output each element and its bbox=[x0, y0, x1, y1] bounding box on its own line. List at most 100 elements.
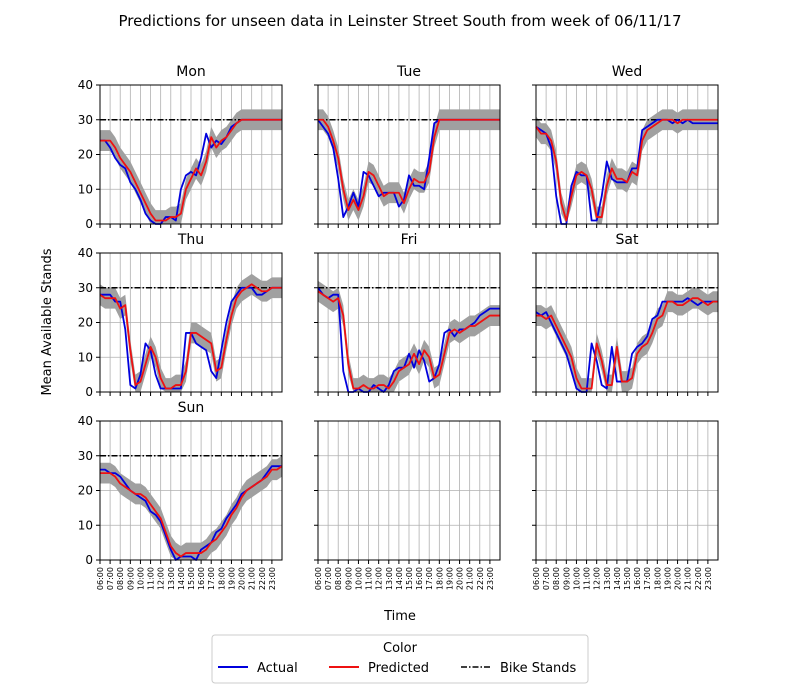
y-tick-label: 20 bbox=[78, 484, 93, 498]
x-tick-label: 11:00 bbox=[583, 567, 592, 590]
x-tick-label: 10:00 bbox=[354, 567, 363, 590]
y-tick-label: 10 bbox=[78, 182, 93, 196]
x-tick-label: 12:00 bbox=[593, 567, 602, 590]
x-tick-label: 09:00 bbox=[126, 567, 135, 590]
legend-title: Color bbox=[383, 641, 418, 656]
subplot-grid: Mon 0 10 20 30 40 Tue Wed Thu 0 10 20 30 40 Fri Sat Sun 0… bbox=[78, 64, 719, 590]
x-tick-label: 06:00 bbox=[532, 567, 541, 590]
x-tick-label: 07:00 bbox=[106, 567, 115, 590]
x-tick-label: 20:00 bbox=[674, 567, 683, 590]
y-tick-label: 10 bbox=[78, 350, 93, 364]
subplot-empty-8: 06:00 07:00 08:00 09:00 10:00 11:00 12:00 13:00… bbox=[532, 420, 719, 590]
y-tick-label: 40 bbox=[78, 414, 93, 428]
x-tick-label: 19:00 bbox=[663, 567, 672, 590]
x-tick-label: 22:00 bbox=[694, 567, 703, 590]
predicted-line bbox=[536, 297, 718, 390]
x-tick-label: 11:00 bbox=[147, 567, 156, 590]
x-tick-label: 16:00 bbox=[633, 567, 642, 590]
x-tick-label: 13:00 bbox=[385, 567, 394, 590]
x-tick-label: 06:00 bbox=[314, 567, 323, 590]
predicted-line bbox=[99, 283, 282, 390]
y-tick-label: 30 bbox=[78, 281, 93, 295]
x-tick-label: 12:00 bbox=[375, 567, 384, 590]
x-tick-label: 19:00 bbox=[227, 567, 236, 590]
predicted-line bbox=[318, 118, 500, 212]
y-tick-label: 30 bbox=[78, 113, 93, 127]
legend-label-bike-stands: Bike Stands bbox=[500, 661, 577, 676]
subplot-fri: Fri bbox=[314, 232, 501, 396]
x-tick-label: 16:00 bbox=[197, 567, 206, 590]
x-tick-label: 11:00 bbox=[365, 567, 374, 590]
y-axis-label: Mean Available Stands bbox=[40, 248, 55, 395]
subplot-title: Sun bbox=[178, 400, 205, 416]
x-tick-label: 18:00 bbox=[435, 567, 444, 590]
subplot-title: Thu bbox=[177, 232, 204, 248]
legend: Color Actual Predicted Bike Stands bbox=[211, 634, 589, 684]
y-tick-label: 40 bbox=[78, 78, 93, 92]
predicted-line bbox=[100, 465, 283, 558]
x-tick-label: 14:00 bbox=[613, 567, 622, 590]
x-tick-label: 06:00 bbox=[96, 567, 105, 590]
subplot-wed: Wed bbox=[532, 64, 719, 228]
x-tick-label: 20:00 bbox=[238, 567, 247, 590]
x-tick-label: 17:00 bbox=[207, 567, 216, 590]
subplot-thu: Thu 0 10 20 30 40 bbox=[78, 232, 283, 399]
x-tick-label: 23:00 bbox=[486, 567, 495, 590]
y-tick-label: 0 bbox=[85, 553, 93, 567]
x-tick-label: 15:00 bbox=[405, 567, 414, 590]
x-tick-label: 21:00 bbox=[248, 567, 257, 590]
y-tick-label: 20 bbox=[78, 316, 93, 330]
subplot-title: Mon bbox=[176, 64, 206, 80]
subplot-title: Wed bbox=[612, 64, 643, 80]
predicted-line bbox=[100, 118, 282, 222]
x-tick-label: 15:00 bbox=[187, 567, 196, 590]
subplot-sun: Sun 0 10 20 30 40 06:00 07:00 08:00 09:00 10:00 11:… bbox=[78, 400, 283, 590]
x-tick-label: 17:00 bbox=[643, 567, 652, 590]
subplot-empty-7: 06:00 07:00 08:00 09:00 10:00 11:00 12:00 13:00… bbox=[314, 420, 501, 590]
y-tick-label: 40 bbox=[78, 246, 93, 260]
x-tick-label: 10:00 bbox=[136, 567, 145, 590]
x-tick-label: 18:00 bbox=[217, 567, 226, 590]
y-tick-label: 0 bbox=[85, 217, 93, 231]
x-tick-label: 12:00 bbox=[157, 567, 166, 590]
x-tick-label: 07:00 bbox=[542, 567, 551, 590]
x-tick-label: 08:00 bbox=[552, 567, 561, 590]
x-tick-label: 14:00 bbox=[395, 567, 404, 590]
x-tick-label: 09:00 bbox=[344, 567, 353, 590]
x-tick-label: 23:00 bbox=[704, 567, 713, 590]
x-tick-label: 23:00 bbox=[268, 567, 277, 590]
predicted-line bbox=[535, 118, 718, 222]
subplot-title: Fri bbox=[401, 232, 418, 248]
x-axis-label: Time bbox=[383, 609, 416, 624]
prediction-band bbox=[318, 280, 500, 392]
subplot-title: Sat bbox=[616, 232, 639, 248]
subplot-mon: Mon 0 10 20 30 40 bbox=[78, 64, 283, 231]
legend-label-predicted: Predicted bbox=[368, 661, 429, 676]
x-tick-label: 15:00 bbox=[623, 567, 632, 590]
x-tick-label: 17:00 bbox=[425, 567, 434, 590]
prediction-band bbox=[100, 109, 282, 224]
x-tick-label: 18:00 bbox=[653, 567, 662, 590]
predicted-line bbox=[317, 290, 500, 390]
x-tick-label: 08:00 bbox=[116, 567, 125, 590]
x-tick-label: 21:00 bbox=[684, 567, 693, 590]
x-tick-label: 13:00 bbox=[603, 567, 612, 590]
prediction-band bbox=[536, 287, 718, 392]
prediction-band bbox=[536, 109, 718, 224]
x-tick-label: 22:00 bbox=[258, 567, 267, 590]
y-tick-label: 0 bbox=[85, 385, 93, 399]
x-tick-label: 09:00 bbox=[562, 567, 571, 590]
y-tick-label: 30 bbox=[78, 449, 93, 463]
x-tick-label: 16:00 bbox=[415, 567, 424, 590]
x-tick-label: 14:00 bbox=[177, 567, 186, 590]
x-tick-label: 13:00 bbox=[167, 567, 176, 590]
subplot-title: Tue bbox=[396, 64, 421, 80]
y-tick-label: 10 bbox=[78, 518, 93, 532]
y-tick-label: 20 bbox=[78, 148, 93, 162]
legend-label-actual: Actual bbox=[257, 661, 298, 676]
x-tick-label: 20:00 bbox=[456, 567, 465, 590]
subplot-sat: Sat bbox=[532, 232, 719, 396]
x-tick-label: 22:00 bbox=[476, 567, 485, 590]
x-tick-label: 10:00 bbox=[572, 567, 581, 590]
